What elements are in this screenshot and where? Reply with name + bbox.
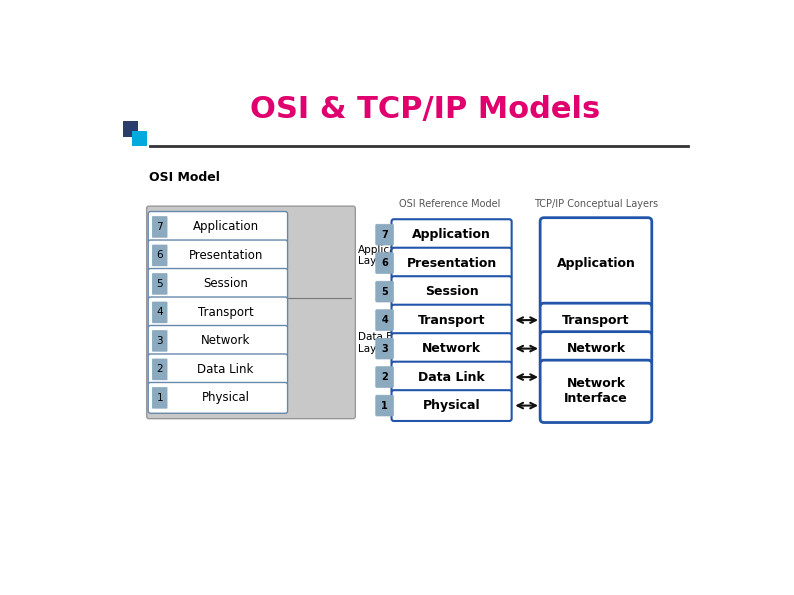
FancyBboxPatch shape (391, 276, 511, 307)
Text: Network: Network (422, 342, 481, 355)
Text: OSI & TCP/IP Models: OSI & TCP/IP Models (249, 95, 599, 124)
FancyBboxPatch shape (152, 330, 168, 352)
FancyBboxPatch shape (376, 224, 394, 245)
Text: Network
Interface: Network Interface (564, 377, 628, 405)
FancyBboxPatch shape (148, 325, 287, 356)
FancyBboxPatch shape (540, 218, 652, 309)
FancyBboxPatch shape (391, 362, 511, 393)
Text: Physical: Physical (202, 392, 249, 405)
Text: 6: 6 (381, 258, 388, 268)
Text: 3: 3 (156, 336, 163, 346)
FancyBboxPatch shape (540, 303, 652, 337)
Text: Network: Network (201, 334, 250, 347)
FancyBboxPatch shape (391, 248, 511, 278)
Text: Presentation: Presentation (188, 249, 263, 262)
FancyBboxPatch shape (391, 390, 511, 421)
Text: 3: 3 (381, 343, 388, 353)
FancyBboxPatch shape (376, 253, 394, 274)
FancyBboxPatch shape (376, 281, 394, 302)
Bar (123, 121, 138, 137)
FancyBboxPatch shape (376, 367, 394, 387)
FancyBboxPatch shape (152, 387, 168, 409)
Text: 6: 6 (156, 250, 163, 261)
Text: Data Flow
Layers: Data Flow Layers (357, 333, 410, 354)
Text: 5: 5 (156, 279, 163, 289)
FancyBboxPatch shape (152, 273, 168, 295)
Text: Application: Application (557, 256, 635, 270)
Text: 7: 7 (156, 222, 163, 232)
FancyBboxPatch shape (148, 240, 287, 271)
Text: 4: 4 (156, 308, 163, 317)
Text: 5: 5 (381, 287, 388, 297)
FancyBboxPatch shape (152, 359, 168, 380)
Text: 1: 1 (381, 400, 388, 411)
FancyBboxPatch shape (148, 212, 287, 242)
Text: Data Link: Data Link (198, 363, 254, 376)
FancyBboxPatch shape (152, 302, 168, 323)
Text: TCP/IP Conceptual Layers: TCP/IP Conceptual Layers (534, 199, 658, 209)
Text: Data Link: Data Link (418, 371, 485, 384)
FancyBboxPatch shape (540, 360, 652, 422)
Text: Presentation: Presentation (407, 256, 497, 270)
FancyBboxPatch shape (376, 310, 394, 330)
Text: Application: Application (192, 220, 259, 233)
Text: Application
Layers: Application Layers (357, 245, 416, 266)
FancyBboxPatch shape (152, 245, 168, 266)
Text: Network: Network (566, 342, 626, 355)
Text: Session: Session (203, 277, 248, 290)
FancyBboxPatch shape (391, 219, 511, 250)
Text: 1: 1 (156, 393, 163, 403)
Text: 7: 7 (381, 230, 388, 240)
FancyBboxPatch shape (391, 305, 511, 336)
FancyBboxPatch shape (152, 216, 168, 238)
Text: OSI Model: OSI Model (149, 171, 220, 184)
FancyBboxPatch shape (148, 297, 287, 328)
FancyBboxPatch shape (376, 338, 394, 359)
Text: Transport: Transport (418, 314, 485, 327)
FancyBboxPatch shape (148, 383, 287, 414)
Text: OSI Reference Model: OSI Reference Model (399, 199, 501, 209)
FancyBboxPatch shape (391, 333, 511, 364)
Text: 4: 4 (381, 315, 388, 325)
Text: Transport: Transport (198, 306, 253, 319)
FancyBboxPatch shape (148, 268, 287, 299)
FancyBboxPatch shape (147, 206, 356, 419)
Bar (132, 131, 148, 146)
Text: 2: 2 (381, 372, 388, 382)
Text: Session: Session (425, 285, 479, 298)
FancyBboxPatch shape (376, 395, 394, 416)
Text: Physical: Physical (422, 399, 480, 412)
FancyBboxPatch shape (148, 354, 287, 385)
Text: Application: Application (412, 228, 491, 241)
Text: 2: 2 (156, 364, 163, 374)
FancyBboxPatch shape (540, 331, 652, 365)
Text: Transport: Transport (562, 314, 630, 327)
